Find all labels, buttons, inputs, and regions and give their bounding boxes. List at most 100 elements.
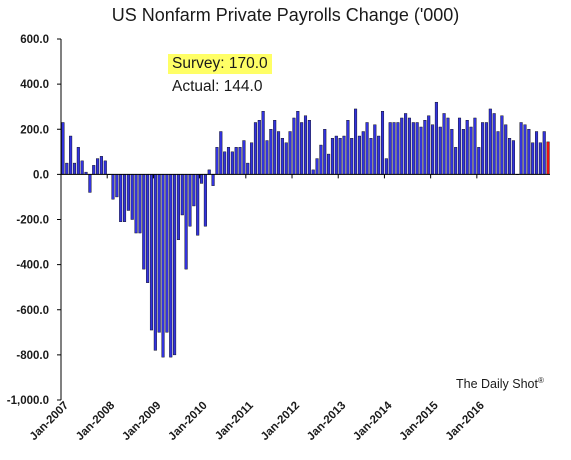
y-tick-label: 600.0 bbox=[20, 34, 49, 46]
bar bbox=[72, 162, 77, 175]
bar bbox=[492, 113, 496, 175]
bar bbox=[146, 174, 150, 283]
bar bbox=[438, 126, 442, 175]
x-tick-label: Jan-2010 bbox=[166, 400, 209, 443]
bar bbox=[284, 142, 288, 175]
bar bbox=[184, 174, 188, 270]
chart-title: US Nonfarm Private Payrolls Change ('000… bbox=[111, 5, 460, 25]
bar bbox=[138, 174, 142, 234]
bar bbox=[280, 138, 284, 175]
bar bbox=[80, 160, 84, 175]
x-tick-label: Jan-2014 bbox=[351, 399, 395, 443]
bar bbox=[527, 129, 531, 175]
bar bbox=[504, 124, 508, 175]
bar bbox=[142, 174, 146, 270]
bar bbox=[99, 156, 103, 175]
bar bbox=[273, 120, 277, 175]
bar bbox=[296, 110, 300, 175]
bar-latest bbox=[546, 141, 550, 175]
bar bbox=[207, 169, 211, 175]
bar bbox=[261, 110, 265, 175]
bar bbox=[431, 124, 435, 175]
bar bbox=[65, 162, 69, 175]
y-tick-label: 400.0 bbox=[20, 79, 49, 91]
bar bbox=[388, 122, 392, 175]
bar bbox=[223, 151, 227, 175]
bar bbox=[419, 126, 423, 175]
bar bbox=[442, 113, 446, 175]
bar bbox=[319, 144, 323, 175]
source-credit: The Daily Shot® bbox=[456, 376, 544, 391]
bar bbox=[153, 174, 157, 351]
y-tick-label: 200.0 bbox=[20, 124, 49, 136]
bar bbox=[334, 135, 338, 175]
bar bbox=[535, 131, 539, 175]
bar bbox=[300, 122, 304, 175]
bar bbox=[126, 174, 130, 211]
y-tick-label: -600.0 bbox=[16, 305, 49, 317]
bar bbox=[123, 174, 127, 222]
bar bbox=[361, 131, 365, 175]
bar bbox=[115, 174, 119, 198]
bar bbox=[188, 174, 192, 227]
bar bbox=[103, 160, 107, 175]
bar bbox=[88, 174, 92, 193]
bar bbox=[404, 113, 408, 175]
bar bbox=[392, 122, 396, 175]
bar bbox=[384, 158, 388, 175]
bar bbox=[111, 174, 115, 200]
bar bbox=[96, 158, 100, 175]
bar bbox=[234, 147, 238, 175]
bar bbox=[192, 174, 196, 207]
bar bbox=[531, 142, 535, 175]
bar bbox=[380, 110, 385, 175]
bar bbox=[196, 174, 200, 236]
y-axis: 600.0 400.0 200.0 0.0 -200.0 -400.0 -600.0 -800… bbox=[7, 34, 62, 407]
bar bbox=[226, 147, 231, 175]
bar bbox=[242, 140, 246, 175]
survey-annotation: Survey: 170.0 bbox=[168, 54, 272, 74]
bar bbox=[119, 174, 123, 222]
bar bbox=[538, 142, 542, 175]
bar bbox=[446, 117, 450, 175]
bar bbox=[357, 135, 361, 175]
bar bbox=[369, 138, 373, 175]
bar bbox=[173, 174, 177, 356]
bar bbox=[346, 120, 350, 175]
bar bbox=[92, 165, 96, 175]
bar bbox=[396, 122, 400, 175]
bar bbox=[469, 126, 473, 175]
bar bbox=[61, 122, 65, 175]
x-tick-label: Jan-2012 bbox=[259, 400, 302, 443]
bar bbox=[457, 117, 462, 175]
bar bbox=[76, 147, 80, 175]
bar bbox=[415, 122, 419, 175]
x-tick-label: Jan-2015 bbox=[397, 399, 441, 443]
x-tick-label: Jan-2016 bbox=[444, 400, 487, 443]
bar bbox=[427, 115, 431, 175]
bar bbox=[519, 122, 523, 175]
bar bbox=[465, 120, 469, 175]
bar bbox=[473, 117, 477, 175]
bar bbox=[496, 131, 500, 175]
bar bbox=[230, 151, 234, 175]
bar bbox=[508, 138, 512, 175]
bar bbox=[542, 131, 546, 175]
y-tick-label: -800.0 bbox=[16, 350, 49, 362]
bar bbox=[477, 147, 481, 175]
bar bbox=[250, 142, 254, 175]
bar bbox=[200, 174, 204, 184]
bar bbox=[411, 122, 415, 175]
bar bbox=[157, 174, 161, 333]
bar bbox=[180, 174, 184, 216]
bar bbox=[330, 138, 334, 175]
bar bbox=[350, 138, 354, 175]
bar bbox=[407, 117, 411, 175]
bar bbox=[169, 174, 173, 358]
bar bbox=[269, 129, 273, 175]
bar bbox=[161, 174, 165, 358]
bar bbox=[327, 153, 331, 175]
bar bbox=[176, 174, 180, 241]
x-tick-label: Jan-2013 bbox=[305, 400, 348, 443]
